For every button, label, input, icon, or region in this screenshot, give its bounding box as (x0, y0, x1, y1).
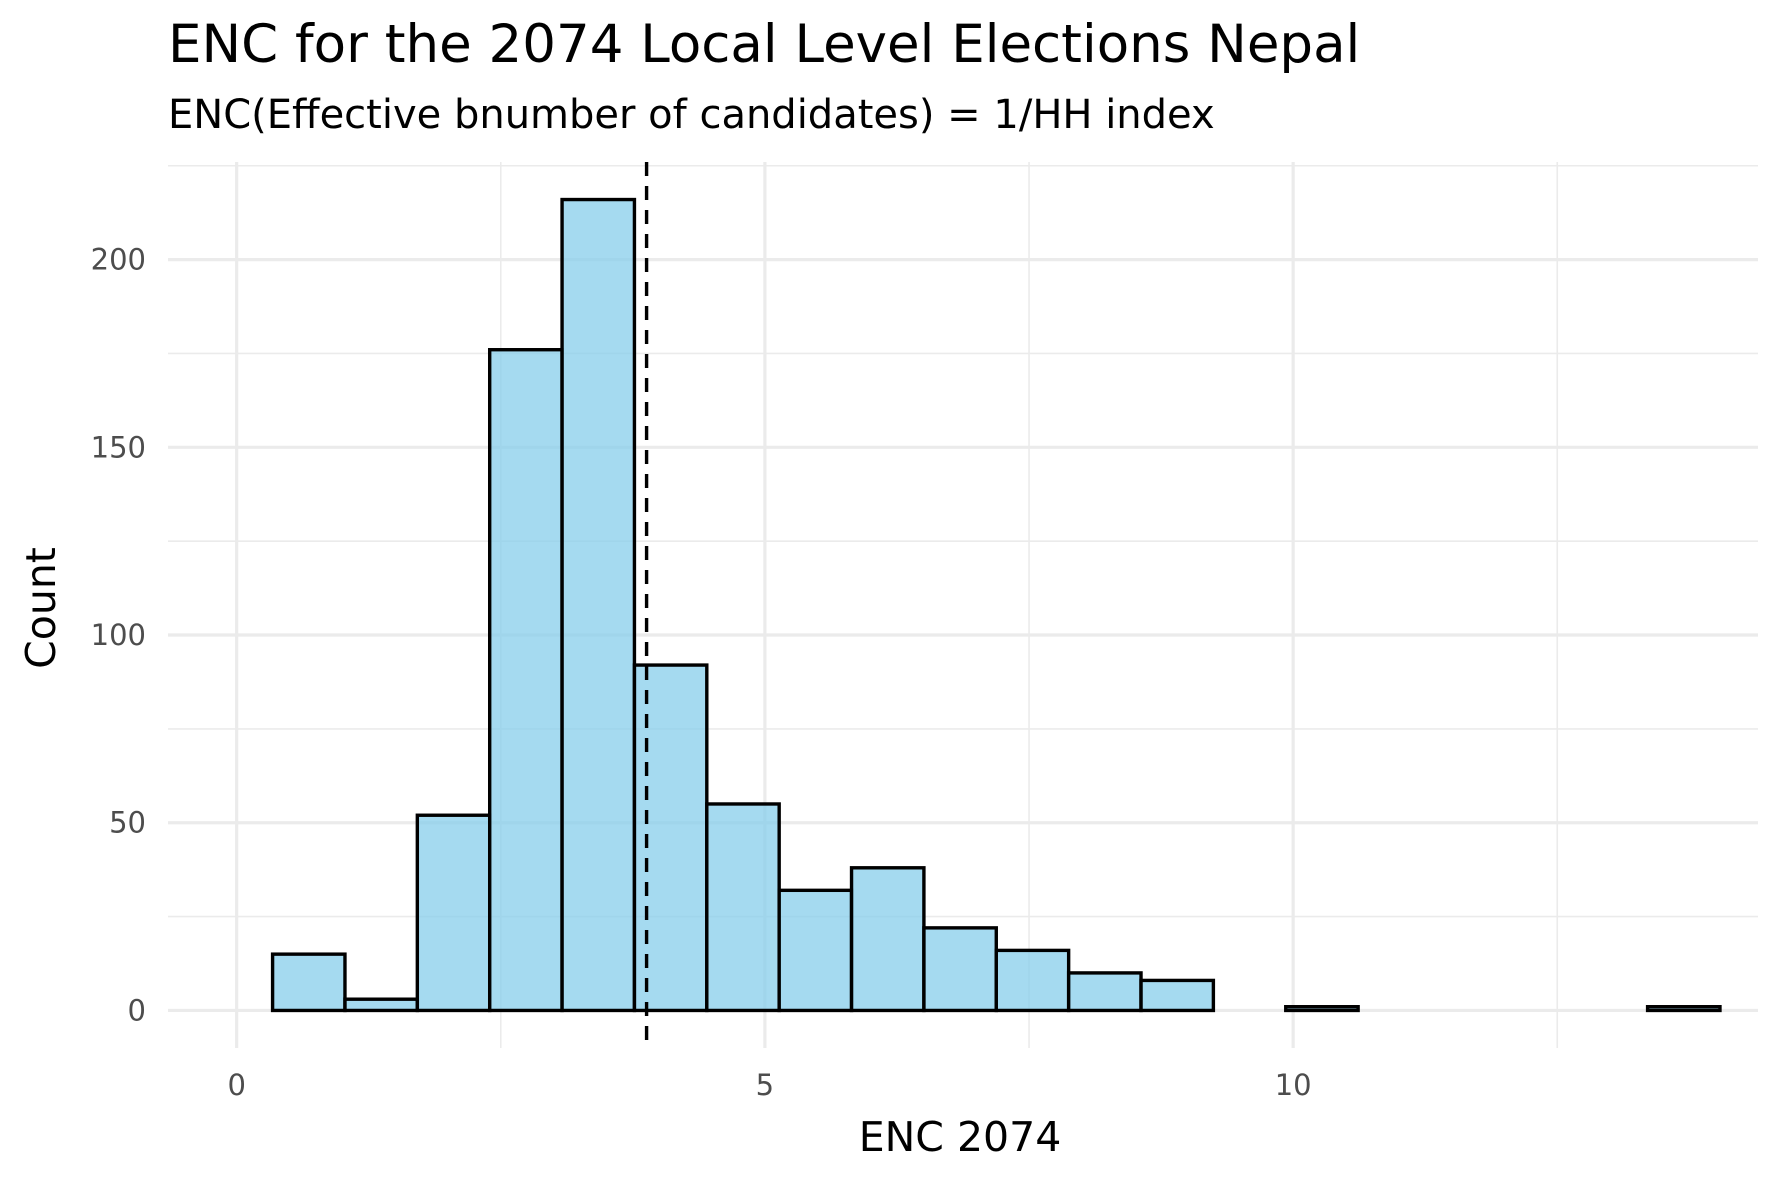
histogram-bar (1139, 978, 1216, 1013)
histogram-bar (560, 197, 637, 1013)
histogram-bar (922, 926, 998, 1013)
histogram-bar (1066, 971, 1143, 1013)
histogram-bar (1645, 1005, 1722, 1013)
x-tick-label: 10 (1275, 1068, 1312, 1102)
chart-title: ENC for the 2074 Local Level Elections N… (168, 14, 1360, 75)
histogram-bar (487, 348, 564, 1013)
x-tick-label: 5 (756, 1068, 774, 1102)
histogram-bar (705, 802, 781, 1013)
y-tick-label: 150 (91, 430, 146, 464)
bars-layer (270, 197, 1722, 1013)
x-axis-title: ENC 2074 (859, 1113, 1062, 1161)
y-tick-label: 200 (91, 243, 146, 277)
histogram-bar (343, 997, 420, 1013)
y-axis-title: Count (17, 547, 65, 669)
histogram-bar (270, 952, 347, 1013)
histogram-bar (415, 813, 492, 1013)
y-tick-label: 50 (109, 806, 146, 840)
y-tick-label: 0 (128, 993, 146, 1027)
x-tick-label: 0 (227, 1068, 245, 1102)
y-tick-label: 100 (91, 618, 146, 652)
chart-subtitle: ENC(Effective bnumber of candidates) = 1… (168, 92, 1215, 138)
histogram-bar (1284, 1005, 1360, 1013)
histogram-bar (777, 888, 854, 1013)
grid-layer (168, 162, 1758, 1048)
histogram-bar (849, 866, 926, 1013)
histogram-bar (994, 948, 1071, 1013)
